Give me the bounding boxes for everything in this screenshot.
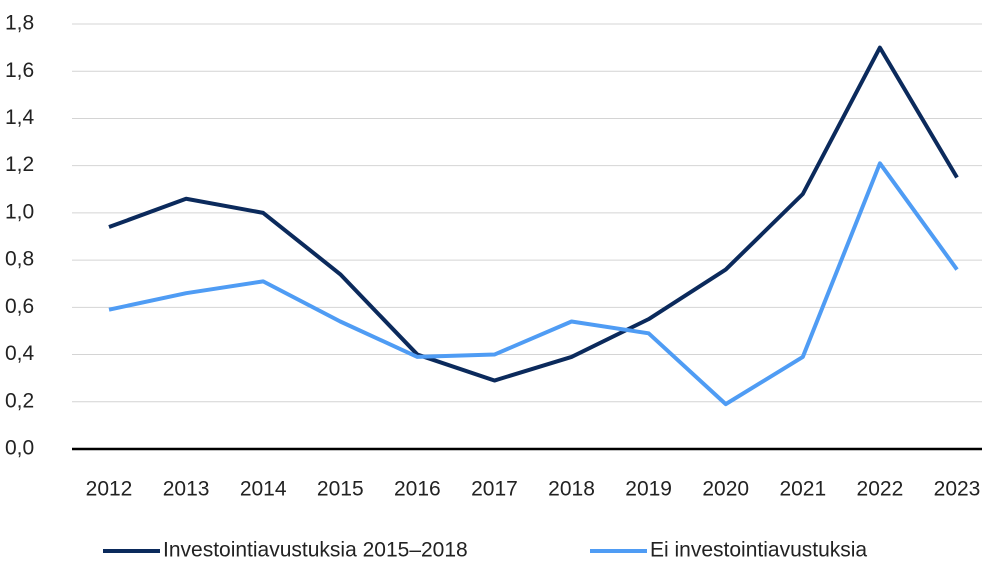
legend-label: Ei investointiavustuksia <box>650 539 867 562</box>
x-tick-label: 2018 <box>548 478 595 501</box>
y-tick-label: 0,8 <box>5 248 34 271</box>
x-tick-label: 2021 <box>779 478 826 501</box>
series-line <box>108 45 959 383</box>
x-tick-label: 2023 <box>934 478 981 501</box>
x-tick-label: 2013 <box>163 478 210 501</box>
y-tick-label: 0,0 <box>5 437 34 460</box>
y-tick-label: 1,2 <box>5 153 34 176</box>
y-tick-label: 0,2 <box>5 389 34 412</box>
x-tick-label: 2017 <box>471 478 518 501</box>
x-tick-label: 2020 <box>702 478 749 501</box>
x-tick-label: 2022 <box>857 478 904 501</box>
x-tick-label: 2012 <box>86 478 133 501</box>
x-tick-label: 2014 <box>240 478 287 501</box>
y-tick-label: 1,0 <box>5 200 34 223</box>
x-tick-label: 2019 <box>625 478 672 501</box>
y-tick-label: 1,8 <box>5 12 34 35</box>
y-tick-label: 1,6 <box>5 59 34 82</box>
y-tick-label: 0,4 <box>5 342 35 365</box>
legend-label: Investointiavustuksia 2015–2018 <box>163 539 468 562</box>
y-tick-label: 0,6 <box>5 295 34 318</box>
x-tick-label: 2015 <box>317 478 364 501</box>
series-line <box>108 161 959 407</box>
x-tick-label: 2016 <box>394 478 441 501</box>
y-tick-label: 1,4 <box>5 106 35 129</box>
